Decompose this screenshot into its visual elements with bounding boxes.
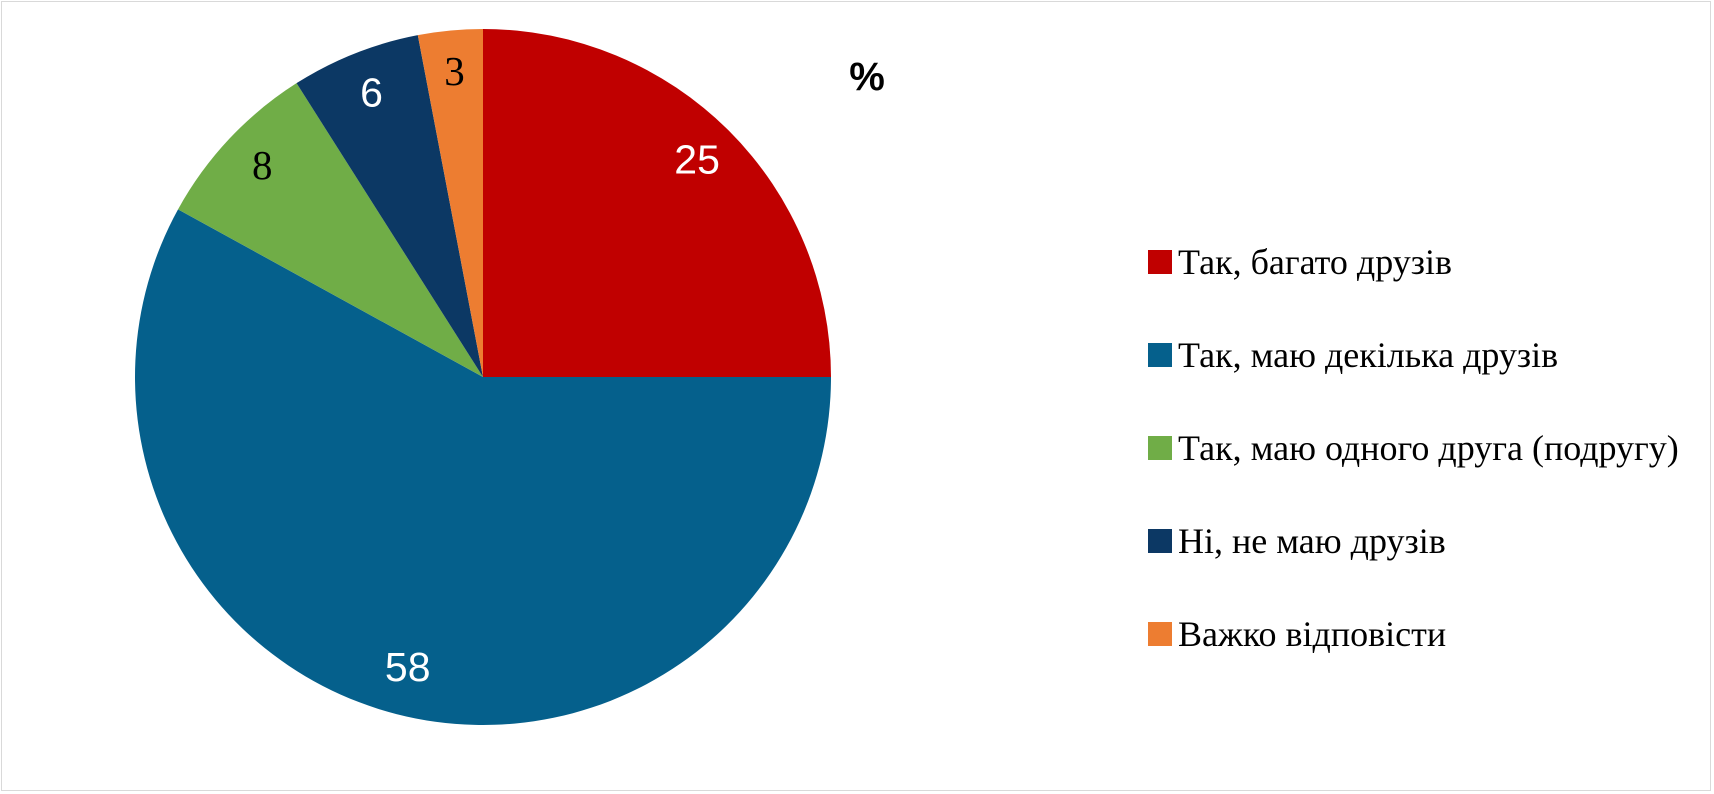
legend-label: Так, маю декілька друзів — [1178, 335, 1559, 375]
pie-slice — [178, 83, 483, 377]
value-label: 8 — [252, 142, 273, 188]
legend-swatch — [1148, 250, 1172, 274]
pie-slice — [417, 29, 483, 377]
legend: Так, багато друзів Так, маю декілька друз… — [1148, 236, 1688, 701]
legend-item: Так, багато друзів — [1148, 236, 1688, 288]
legend-item: Так, маю одного друга (подругу) — [1148, 422, 1688, 474]
value-label: 3 — [444, 48, 465, 94]
legend-swatch — [1148, 343, 1172, 367]
legend-item: Так, маю декілька друзів — [1148, 329, 1688, 381]
legend-swatch — [1148, 622, 1172, 646]
pie-slice — [134, 209, 831, 725]
pie-slice — [483, 29, 831, 377]
value-label: 6 — [360, 69, 383, 115]
legend-item: Ні, не маю друзів — [1148, 515, 1688, 567]
legend-label: Так, багато друзів — [1178, 242, 1452, 282]
legend-swatch — [1148, 436, 1172, 460]
pie-slice — [296, 35, 483, 378]
value-label: 25 — [674, 137, 720, 183]
legend-label: Ні, не маю друзів — [1178, 521, 1446, 561]
value-label: 58 — [385, 644, 431, 690]
legend-label: Так, маю одного друга (подругу) — [1178, 428, 1679, 468]
chart-title: % — [849, 55, 885, 99]
legend-swatch — [1148, 529, 1172, 553]
legend-item: Важко відповісти — [1148, 608, 1688, 660]
legend-label: Важко відповісти — [1178, 614, 1447, 654]
